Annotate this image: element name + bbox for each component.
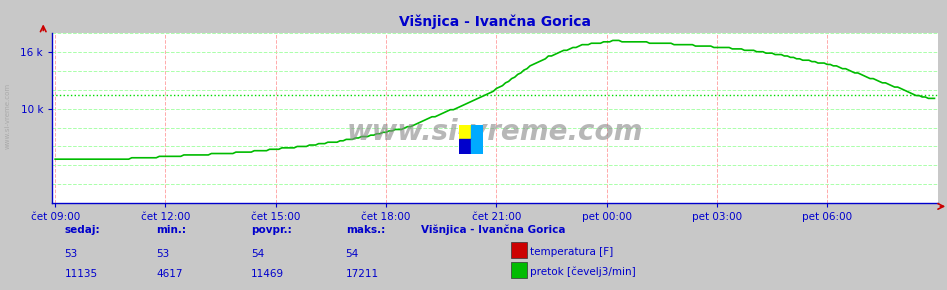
Text: 4617: 4617: [156, 269, 183, 279]
Text: 54: 54: [251, 249, 264, 259]
Text: 17211: 17211: [346, 269, 379, 279]
Text: maks.:: maks.:: [346, 225, 384, 235]
Bar: [472, 125, 483, 139]
Text: www.si-vreme.com: www.si-vreme.com: [5, 83, 10, 149]
Text: 53: 53: [64, 249, 78, 259]
Text: Višnjica - Ivančna Gorica: Višnjica - Ivančna Gorica: [421, 225, 566, 235]
Text: sedaj:: sedaj:: [64, 225, 100, 235]
Bar: [472, 139, 483, 154]
Text: 54: 54: [346, 249, 359, 259]
Text: temperatura [F]: temperatura [F]: [530, 247, 614, 257]
Text: www.si-vreme.com: www.si-vreme.com: [347, 118, 643, 146]
Text: 11135: 11135: [64, 269, 98, 279]
Bar: [459, 139, 472, 154]
Text: povpr.:: povpr.:: [251, 225, 292, 235]
Bar: [459, 125, 472, 139]
Title: Višnjica - Ivančna Gorica: Višnjica - Ivančna Gorica: [399, 15, 591, 29]
Text: 53: 53: [156, 249, 170, 259]
Text: 11469: 11469: [251, 269, 284, 279]
Text: min.:: min.:: [156, 225, 187, 235]
Text: pretok [čevelj3/min]: pretok [čevelj3/min]: [530, 267, 636, 277]
